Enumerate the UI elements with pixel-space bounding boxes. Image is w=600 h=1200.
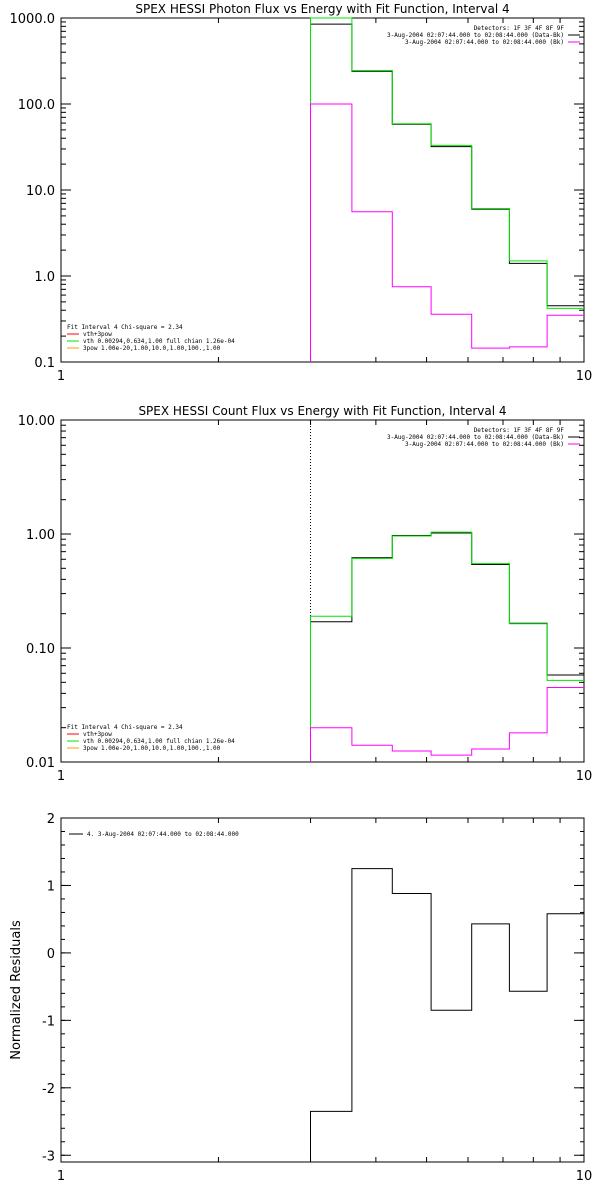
- y-tick-label: -2: [42, 1082, 55, 1097]
- y-axis-label: Normalized Residuals: [9, 920, 24, 1060]
- x-tick-label: 10: [576, 1169, 593, 1184]
- chart-title: SPEX HESSI Count Flux vs Energy with Fit…: [138, 404, 506, 418]
- legend-entry: Fit Interval 4 Chi-square = 2.34: [67, 324, 183, 331]
- legend-entry: vth 0.00294,0.634,1.00 full chian 1.26e-…: [83, 738, 235, 745]
- x-tick-label: 1: [57, 769, 65, 784]
- y-tick-label: 0.1: [34, 356, 55, 371]
- y-tick-label: 1: [47, 879, 55, 894]
- plot-frame: [60, 419, 585, 763]
- y-tick-label: 1.00: [26, 528, 55, 543]
- series-line: [310, 531, 584, 762]
- series-line: [310, 103, 584, 362]
- legend-entry: Detectors: 1F 3F 4F 8F 9F: [474, 25, 565, 32]
- legend-entry: 3pow 1.00e-20,1.00,10.0,1.00,100.,1.00: [83, 745, 221, 752]
- series-line: [310, 687, 584, 762]
- legend-entry: 4. 3-Aug-2004 02:07:44.000 to 02:08:44.0…: [87, 831, 239, 838]
- y-tick-label: 1.0: [34, 270, 55, 285]
- legend-entry: Detectors: 1F 3F 4F 8F 9F: [474, 427, 565, 434]
- x-tick-label: 1: [57, 369, 65, 384]
- legend-entry: 3-Aug-2004 02:07:44.000 to 02:08:44.000 …: [405, 39, 564, 46]
- y-tick-label: 0: [47, 947, 55, 962]
- plot-frame: [60, 17, 585, 363]
- legend-entry: 3pow 1.00e-20,1.00,10.0,1.00,100.,1.00: [83, 345, 221, 352]
- x-tick-label: 10: [576, 769, 593, 784]
- series-line: [310, 868, 584, 1162]
- legend-entry: Fit Interval 4 Chi-square = 2.34: [67, 724, 183, 731]
- y-tick-label: 0.10: [26, 642, 55, 657]
- legend-entry: vth+3pow: [83, 331, 112, 338]
- legend-entry: 3-Aug-2004 02:07:44.000 to 02:08:44.000 …: [405, 441, 564, 448]
- y-tick-label: -1: [42, 1014, 55, 1029]
- y-tick-label: 0.01: [26, 756, 55, 771]
- y-tick-label: 2: [47, 812, 55, 827]
- plot-frame: [60, 817, 585, 1163]
- y-tick-label: 10.0: [26, 184, 55, 199]
- series-line: [310, 17, 584, 362]
- x-tick-label: 10: [576, 369, 593, 384]
- legend-entry: 3-Aug-2004 02:07:44.000 to 02:08:44.000 …: [387, 434, 564, 441]
- x-tick-label: 1: [57, 1169, 65, 1184]
- y-tick-label: 10.00: [18, 414, 55, 429]
- legend-entry: vth 0.00294,0.634,1.00 full chian 1.26e-…: [83, 338, 235, 345]
- legend-entry: vth+3pow: [83, 731, 112, 738]
- chart-title: SPEX HESSI Photon Flux vs Energy with Fi…: [135, 2, 509, 16]
- y-tick-label: -3: [42, 1149, 55, 1164]
- legend-entry: 3-Aug-2004 02:07:44.000 to 02:08:44.000 …: [387, 32, 564, 39]
- y-tick-label: 100.0: [18, 98, 55, 113]
- y-tick-label: 1000.0: [10, 12, 56, 27]
